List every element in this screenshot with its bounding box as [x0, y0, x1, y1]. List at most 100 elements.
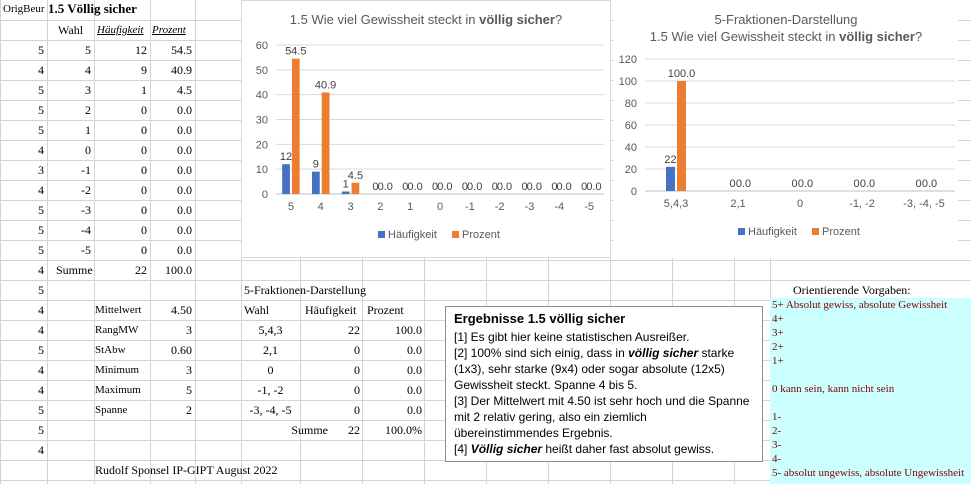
- x-tick-label: 0: [797, 198, 803, 210]
- x-tick-label: -1, -2: [849, 198, 875, 210]
- bar-haeufigkeit: [282, 164, 290, 194]
- haeufigkeit-cell: 0: [141, 203, 147, 217]
- x-tick-label: -3: [525, 201, 535, 213]
- vorgabe-item: 2+: [772, 341, 784, 353]
- stat-label: RangMW: [95, 324, 139, 336]
- fraktionen-title: 5-Fraktionen-Darstellung: [244, 283, 366, 297]
- ergebnisse-p3: [3] Der Mittelwert mit 4.50 ist sehr hoc…: [454, 394, 750, 440]
- data-label: 0.0: [557, 181, 572, 193]
- prozent-cell: 0.0: [177, 123, 192, 137]
- fraktion-p-cell: 0.0: [407, 383, 422, 397]
- y-tick-label: 10: [256, 164, 268, 176]
- x-tick-label: -4: [554, 201, 564, 213]
- bar-haeufigkeit: [341, 191, 350, 194]
- fraktion-p-cell: 0.0: [407, 343, 422, 357]
- x-tick-label: 5: [288, 201, 294, 213]
- summe-label: Summe: [56, 263, 93, 277]
- wahl-cell: 1: [85, 123, 91, 137]
- data-label: 0: [729, 178, 735, 190]
- orig-cell: 4: [38, 63, 44, 77]
- fraktionen-summe-p: 100.0%: [385, 423, 422, 437]
- fraktion-wahl-cell: -3, -4, -5: [249, 403, 292, 417]
- legend-label: Häufigkeit: [388, 229, 437, 241]
- wahl-cell: -1: [81, 163, 91, 177]
- fraktionen-summe-label: Summe: [291, 423, 328, 437]
- data-label: 0: [432, 181, 438, 193]
- haeufigkeit-cell: 0: [141, 243, 147, 257]
- prozent-cell: 40.9: [171, 63, 192, 77]
- chart-frequency[interactable]: 1.5 Wie viel Gewissheit steckt in völlig…: [241, 0, 611, 258]
- wahl-cell: 2: [85, 103, 91, 117]
- prozent-cell: 4.5: [177, 83, 192, 97]
- data-label: 1: [343, 179, 349, 191]
- y-tick-label: 20: [625, 164, 637, 176]
- ergebnisse-p2: [2] 100% sind sich einig, dass in völlig…: [454, 346, 735, 392]
- y-tick-label: 60: [256, 40, 268, 52]
- y-tick-label: 40: [625, 142, 637, 154]
- data-label: 0.0: [922, 178, 937, 190]
- prozent-cell: 0.0: [177, 243, 192, 257]
- prozent-cell: 0.0: [177, 103, 192, 117]
- data-label: 0.0: [407, 181, 422, 193]
- legend-swatch-haeufigkeit: [378, 231, 385, 238]
- stat-value: 3: [186, 363, 192, 377]
- orig-cell: 4: [38, 323, 44, 337]
- ergebnisse-title: Ergebnisse 1.5 völlig sicher: [454, 311, 626, 326]
- fraktion-h-cell: 0: [354, 383, 360, 397]
- x-tick-label: 4: [318, 201, 324, 213]
- orig-cell: 5: [38, 243, 44, 257]
- y-tick-label: 20: [256, 139, 268, 151]
- ergebnisse-textbox[interactable]: Ergebnisse 1.5 völlig sicher [1] Es gibt…: [445, 306, 763, 462]
- summe-h: 22: [135, 263, 147, 277]
- stat-label: StAbw: [95, 344, 126, 356]
- prozent-cell: 54.5: [171, 43, 192, 57]
- data-label: 4.5: [348, 170, 363, 182]
- orig-cell: 5: [38, 403, 44, 417]
- stat-label: Spanne: [95, 404, 128, 416]
- fraktionen-p-header: Prozent: [367, 303, 404, 317]
- data-label: 0.0: [378, 181, 393, 193]
- vorgabe-item: 3-: [772, 439, 782, 451]
- fraktion-wahl-cell: 2,1: [263, 343, 278, 357]
- fraktion-h-cell: 22: [348, 323, 360, 337]
- wahl-cell: 5: [85, 43, 91, 57]
- orig-cell: 5: [38, 123, 44, 137]
- stat-label: Maximum: [95, 384, 141, 396]
- prozent-header: Prozent: [152, 24, 186, 36]
- vorgabe-item: 3+: [772, 327, 784, 339]
- x-tick-label: 2,1: [730, 198, 745, 210]
- haeufigkeit-cell: 0: [141, 163, 147, 177]
- fraktion-p-cell: 0.0: [407, 403, 422, 417]
- ergebnisse-p1: [1] Es gibt hier keine statistischen Aus…: [454, 330, 690, 344]
- wahl-cell: -2: [81, 183, 91, 197]
- orig-cell: 5: [38, 203, 44, 217]
- data-label: 12: [280, 151, 292, 163]
- orig-cell: 4: [38, 303, 44, 317]
- vorgabe-item: 0 kann sein, kann nicht sein: [772, 383, 895, 395]
- bar-prozent: [351, 182, 360, 194]
- data-label: 0: [402, 181, 408, 193]
- orig-cell: 5: [38, 43, 44, 57]
- data-label: 0: [581, 181, 587, 193]
- prozent-cell: 0.0: [177, 223, 192, 237]
- orig-cell: 5: [38, 283, 44, 297]
- orig-cell: 5: [38, 343, 44, 357]
- wahl-cell: 0: [85, 143, 91, 157]
- bar-prozent: [321, 92, 330, 194]
- data-label: 0: [462, 181, 468, 193]
- orig-cell: 5: [38, 223, 44, 237]
- chart-fraktionen[interactable]: 5-Fraktionen-Darstellung 1.5 Wie viel Ge…: [614, 0, 958, 258]
- chart2-title-line1: 5-Fraktionen-Darstellung: [714, 12, 858, 27]
- fraktion-h-cell: 0: [354, 403, 360, 417]
- wahl-cell: -5: [81, 243, 91, 257]
- data-label: 40.9: [315, 79, 336, 91]
- y-tick-label: 50: [256, 65, 268, 77]
- stat-label: Minimum: [95, 364, 140, 376]
- y-tick-label: 0: [262, 189, 268, 201]
- legend-label: Prozent: [462, 229, 500, 241]
- legend-label: Prozent: [822, 226, 860, 238]
- data-label: 0: [915, 178, 921, 190]
- data-label: 0.0: [586, 181, 601, 193]
- bar-prozent: [677, 81, 686, 191]
